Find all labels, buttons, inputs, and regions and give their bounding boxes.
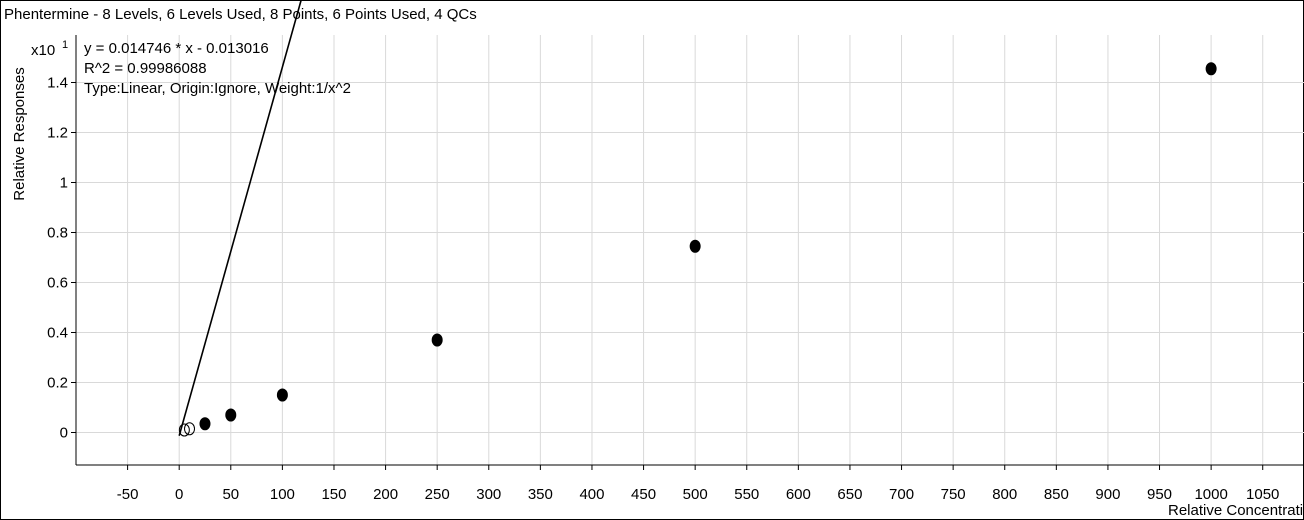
fit-layer xyxy=(178,0,303,436)
x-tick-label: 850 xyxy=(1044,486,1069,503)
axes-layer xyxy=(71,35,1304,470)
x-tick-label: 1000 xyxy=(1194,486,1227,503)
x-tick-label: 900 xyxy=(1095,486,1120,503)
x-tick-label: 50 xyxy=(222,486,239,503)
x-tick-label: 150 xyxy=(321,486,346,503)
y-tick-label: 0.6 xyxy=(47,275,68,292)
x-tick-label: 400 xyxy=(579,486,604,503)
x-tick-label: -50 xyxy=(117,486,139,503)
y-tick-label: 1 xyxy=(60,175,68,192)
x-tick-label: 550 xyxy=(734,486,759,503)
x-tick-label: 650 xyxy=(837,486,862,503)
x-tick-label: 300 xyxy=(476,486,501,503)
calibration-point xyxy=(276,388,288,402)
calibration-point xyxy=(1205,62,1217,76)
x-tick-label: 500 xyxy=(683,486,708,503)
x-tick-label: 1050 xyxy=(1246,486,1279,503)
regression-line xyxy=(178,0,303,436)
calibration-point xyxy=(225,408,237,422)
equation-annotation: y = 0.014746 * x - 0.013016 xyxy=(84,40,269,57)
x-tick-label: 350 xyxy=(528,486,553,503)
y-multiplier-label: x10 xyxy=(31,42,55,59)
calibration-point xyxy=(689,239,701,253)
fit-type-annotation: Type:Linear, Origin:Ignore, Weight:1/x^2 xyxy=(84,80,351,97)
y-tick-labels: 0 0.2 0.4 0.6 0.8 1 1.2 1.4 xyxy=(47,75,68,442)
x-tick-label: 450 xyxy=(631,486,656,503)
r-squared-annotation: R^2 = 0.99986088 xyxy=(84,60,207,77)
y-axis-label: Relative Responses xyxy=(11,67,28,200)
points-layer xyxy=(178,62,1217,437)
chart-title: Phentermine - 8 Levels, 6 Levels Used, 8… xyxy=(4,6,477,23)
x-tick-label: 100 xyxy=(270,486,295,503)
x-tick-label: 200 xyxy=(373,486,398,503)
x-axis-label: Relative Concentration xyxy=(1168,502,1304,519)
grid-layer xyxy=(76,35,1304,465)
x-tick-label: 0 xyxy=(175,486,183,503)
x-tick-label: 800 xyxy=(992,486,1017,503)
x-tick-label: 600 xyxy=(786,486,811,503)
excluded-calibration-point xyxy=(184,422,196,436)
y-multiplier-exponent: 1 xyxy=(62,39,68,51)
x-tick-label: 750 xyxy=(941,486,966,503)
calibration-point xyxy=(199,417,211,431)
x-tick-label: 250 xyxy=(425,486,450,503)
x-tick-label: 950 xyxy=(1147,486,1172,503)
x-tick-labels: -50 0 50 100 150 200 250 300 350 400 450 500 550 600 6… xyxy=(117,486,1280,503)
y-tick-label: 1.2 xyxy=(47,125,68,142)
y-tick-label: 1.4 xyxy=(47,75,68,92)
calibration-point xyxy=(431,333,443,347)
y-tick-label: 0.2 xyxy=(47,375,68,392)
excluded-calibration-point xyxy=(178,423,190,437)
x-tick-label: 700 xyxy=(889,486,914,503)
y-tick-label: 0.8 xyxy=(47,225,68,242)
y-tick-label: 0.4 xyxy=(47,325,68,342)
y-tick-label: 0 xyxy=(60,425,68,442)
